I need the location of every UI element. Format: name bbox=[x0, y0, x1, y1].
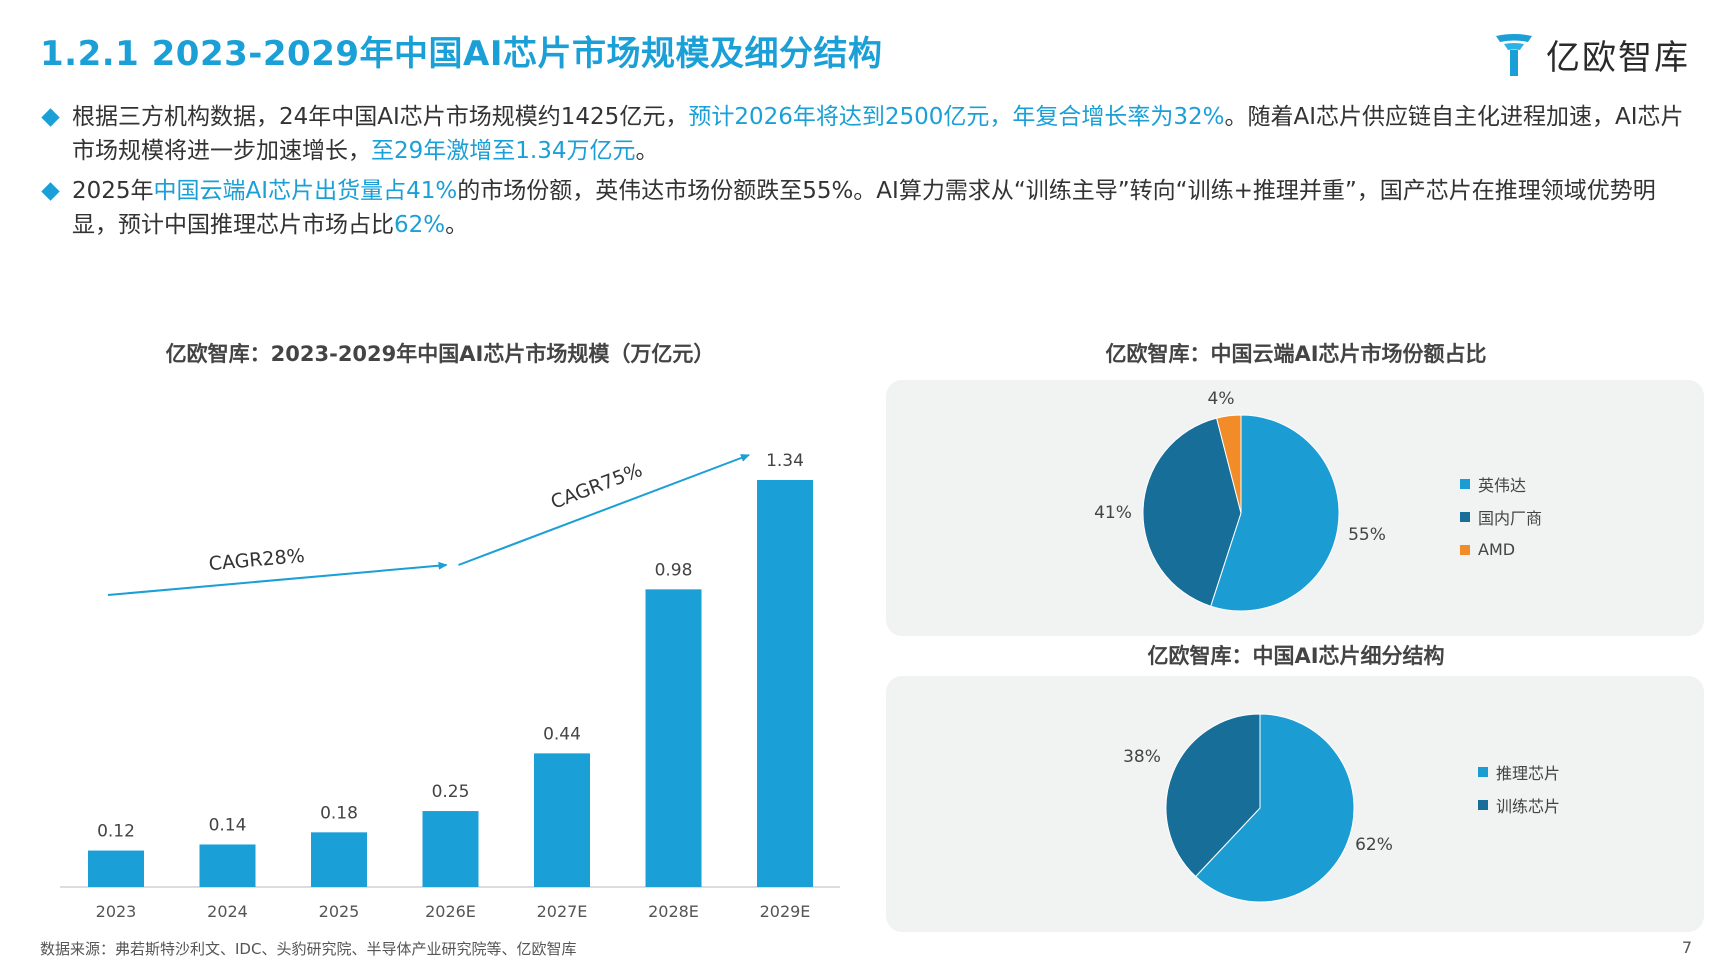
cagr-arrow-1 bbox=[107, 561, 448, 596]
legend-swatch bbox=[1478, 799, 1488, 810]
legend-swatch bbox=[1478, 766, 1488, 777]
pie-structure-chart: 62% 38% bbox=[1123, 713, 1393, 903]
bullet-1-part-1: 预计2026年将达到2500亿元，年复合增长率为32% bbox=[688, 104, 1225, 130]
pie-value-label: 62% bbox=[1355, 835, 1393, 855]
legend-label: 训练芯片 bbox=[1496, 796, 1561, 816]
page-number: 7 bbox=[1681, 938, 1692, 957]
bar-value-label: 0.18 bbox=[320, 803, 358, 823]
pie-slice-国内厂商 bbox=[1142, 417, 1242, 607]
diamond-bullet-icon bbox=[41, 182, 60, 201]
bullet-2-part-1: 中国云端AI芯片出货量占41% bbox=[153, 178, 458, 204]
bar-2028E bbox=[645, 589, 702, 887]
legend-swatch bbox=[1460, 478, 1470, 489]
x-tick-label: 2028E bbox=[648, 902, 699, 921]
bar-2026E bbox=[422, 811, 479, 887]
pie-share-chart: 55% 41% 4% bbox=[1094, 389, 1386, 612]
x-tick-label: 2026E bbox=[425, 902, 476, 921]
bar-value-label: 0.25 bbox=[432, 782, 470, 802]
bar-chart-title: 亿欧智库：2023-2029年中国AI芯片市场规模（万亿元） bbox=[165, 342, 715, 366]
logo: 亿欧智库 bbox=[1492, 26, 1690, 82]
bullet-2-part-0: 2025年 bbox=[72, 178, 154, 204]
bar-2025 bbox=[311, 832, 367, 887]
pie-value-label: 55% bbox=[1348, 525, 1386, 545]
page-title: 1.2.1 2023-2029年中国AI芯片市场规模及细分结构 bbox=[40, 34, 883, 74]
bar-2027E bbox=[534, 753, 590, 887]
legend-label: 国内厂商 bbox=[1478, 508, 1543, 528]
bar-value-label: 0.44 bbox=[543, 724, 581, 744]
pie-share-legend: 英伟达国内厂商 AMD bbox=[1460, 467, 1542, 566]
pie-value-label: 41% bbox=[1094, 503, 1132, 523]
pie-share-title: 亿欧智库：中国云端AI芯片市场份额占比 bbox=[1105, 342, 1487, 366]
logo-text: 亿欧智库 bbox=[1546, 37, 1690, 78]
bullet-1-part-4: 。 bbox=[635, 138, 659, 164]
cagr-label-2: CAGR75% bbox=[548, 459, 646, 514]
bullet-1-part-2: 。随着AI芯片供应链自主化进程加速，AI芯片市场规模将进一步加速增长， bbox=[72, 104, 1684, 164]
bullet-2-part-3: 62% bbox=[394, 212, 446, 238]
bar-2023 bbox=[88, 850, 144, 887]
bullet-1-part-0: 根据三方机构数据，24年中国AI芯片市场规模约1425亿元， bbox=[72, 104, 689, 130]
diamond-bullet-icon bbox=[41, 108, 60, 127]
legend-item: AMD bbox=[1460, 533, 1542, 566]
bullet-2: 2025年中国云端AI芯片出货量占41%的市场份额，英伟达市场份额跌至55%。A… bbox=[40, 174, 1700, 242]
bullet-1-part-3: 至29年激增至1.34万亿元 bbox=[371, 138, 636, 164]
bar-value-label: 0.98 bbox=[655, 560, 693, 580]
bar-chart: 0.12 2023 0.14 2024 0.18 2025 0.25 2026E 0.44 202… bbox=[60, 451, 840, 921]
bullet-2-part-2: 的市场份额，英伟达市场份额跌至55%。AI算力需求从“训练主导”转向“训练+推理… bbox=[72, 178, 1656, 238]
bullet-1: 根据三方机构数据，24年中国AI芯片市场规模约1425亿元，预计2026年将达到… bbox=[40, 100, 1700, 168]
legend-item: 推理芯片 bbox=[1478, 755, 1560, 788]
data-source: 数据来源：弗若斯特沙利文、IDC、头豹研究院、半导体产业研究院等、亿欧智库 bbox=[40, 940, 577, 958]
bar-value-label: 1.34 bbox=[766, 451, 804, 471]
pie-slice-推理芯片 bbox=[1194, 713, 1355, 903]
pie-slice-训练芯片 bbox=[1165, 713, 1261, 878]
legend-item: 国内厂商 bbox=[1460, 500, 1542, 533]
pie-structure-legend: 推理芯片 训练芯片 bbox=[1478, 755, 1560, 821]
cagr-arrow-2 bbox=[458, 454, 750, 566]
legend-label: 推理芯片 bbox=[1496, 763, 1561, 783]
pie-value-label: 38% bbox=[1123, 747, 1161, 767]
legend-item: 训练芯片 bbox=[1478, 788, 1560, 821]
bullet-2-part-4: 。 bbox=[445, 212, 469, 238]
legend-label: AMD bbox=[1478, 540, 1516, 559]
legend-label: 英伟达 bbox=[1478, 475, 1527, 495]
x-tick-label: 2025 bbox=[319, 902, 360, 921]
bar-2024 bbox=[199, 844, 256, 887]
pie-structure-title: 亿欧智库：中国AI芯片细分结构 bbox=[1147, 644, 1445, 668]
legend-item: 英伟达 bbox=[1460, 467, 1542, 500]
x-tick-label: 2024 bbox=[207, 902, 248, 921]
pie-value-label: 4% bbox=[1208, 389, 1235, 409]
x-tick-label: 2027E bbox=[537, 902, 588, 921]
pie-slice-AMD bbox=[1216, 414, 1242, 514]
pie-slice-英伟达 bbox=[1210, 414, 1340, 612]
x-tick-label: 2029E bbox=[760, 902, 811, 921]
logo-icon bbox=[1496, 34, 1532, 76]
bar-2029E bbox=[757, 480, 813, 887]
summary-bullets: 根据三方机构数据，24年中国AI芯片市场规模约1425亿元，预计2026年将达到… bbox=[40, 100, 1700, 248]
bar-value-label: 0.14 bbox=[209, 815, 247, 835]
legend-swatch bbox=[1460, 544, 1470, 555]
bar-value-label: 0.12 bbox=[97, 822, 135, 842]
x-tick-label: 2023 bbox=[96, 902, 137, 921]
cagr-label-1: CAGR28% bbox=[208, 545, 306, 575]
legend-swatch bbox=[1460, 511, 1470, 522]
